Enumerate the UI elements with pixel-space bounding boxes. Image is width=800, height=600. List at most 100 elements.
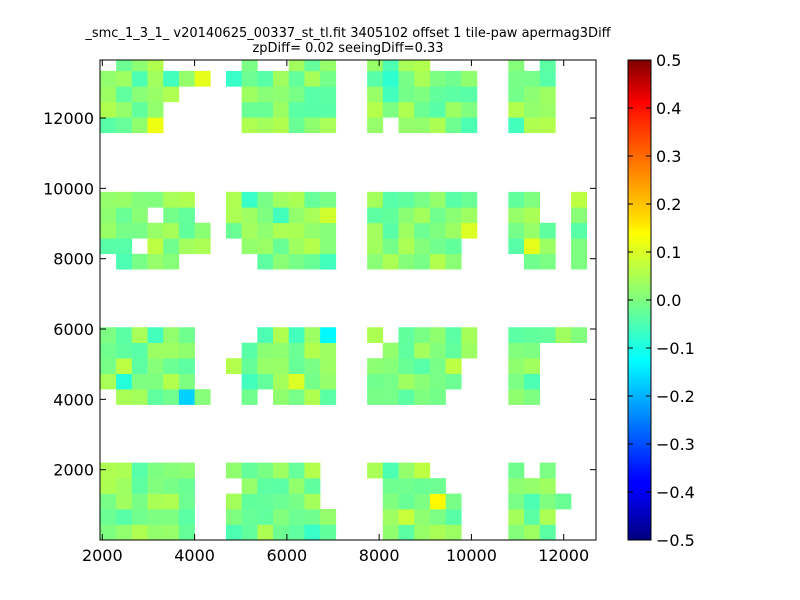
heatmap-cell (147, 509, 164, 525)
heatmap-cell (241, 462, 258, 479)
heatmap-cell (257, 86, 274, 103)
heatmap-cell (241, 70, 258, 87)
heatmap-cell (163, 327, 180, 344)
heatmap-cell (304, 462, 321, 479)
heatmap-cell (288, 524, 305, 541)
x-axis: 2000 4000 6000 8000 10000 12000 (82, 60, 589, 565)
heatmap-cell (304, 238, 321, 255)
heatmap-cell (273, 509, 290, 525)
heatmap-cell (367, 327, 384, 344)
heatmap-cell (414, 373, 431, 390)
colorbar-tick-label: 0.0 (656, 291, 681, 310)
heatmap-cell (445, 509, 462, 525)
heatmap-cell (178, 509, 195, 525)
heatmap-cell (539, 70, 556, 87)
heatmap-cell (304, 478, 321, 494)
heatmap-cell (288, 478, 305, 494)
heatmap-cell (147, 358, 164, 374)
heatmap-cell (539, 327, 556, 344)
heatmap-cell (382, 478, 399, 494)
heatmap-cell (131, 70, 148, 87)
heatmap-cell (147, 524, 164, 541)
heatmap-cell (382, 389, 399, 405)
heatmap-cell (116, 101, 133, 118)
heatmap-cell (524, 253, 541, 270)
heatmap-cell (508, 70, 525, 87)
heatmap-cell (147, 238, 164, 255)
heatmap-cell (257, 222, 274, 239)
heatmap-cell (147, 253, 164, 270)
heatmap-cell (288, 509, 305, 525)
heatmap-cell (429, 478, 446, 494)
heatmap-cell (398, 70, 415, 87)
heatmap-cell (508, 191, 525, 208)
heatmap-cell (288, 207, 305, 224)
heatmap-cell (288, 373, 305, 390)
heatmap-cell (461, 207, 478, 224)
heatmap-cell (131, 342, 148, 359)
heatmap-cell (461, 101, 478, 118)
heatmap-cell (225, 462, 242, 479)
heatmap-cell (414, 358, 431, 374)
heatmap-cell (100, 238, 117, 255)
heatmap-cell (178, 327, 195, 344)
heatmap-cell (273, 358, 290, 374)
heatmap-cell (163, 373, 180, 390)
x-tick-label: 6000 (267, 546, 308, 565)
heatmap-cell (131, 101, 148, 118)
heatmap-cell (429, 389, 446, 405)
heatmap-cell (429, 509, 446, 525)
heatmap-cell (304, 524, 321, 541)
heatmap-cell (508, 373, 525, 390)
heatmap-cell (178, 478, 195, 494)
heatmap-cell (445, 358, 462, 374)
heatmap-cell (131, 60, 148, 72)
heatmap-cell (524, 524, 541, 541)
heatmap-cell (131, 327, 148, 344)
heatmap-cell (131, 86, 148, 103)
heatmap-cell (382, 524, 399, 541)
heatmap-cell (508, 101, 525, 118)
heatmap-cell (398, 101, 415, 118)
heatmap-cell (382, 509, 399, 525)
heatmap-cell (320, 327, 337, 344)
heatmap-cell (524, 86, 541, 103)
heatmap-cell (273, 373, 290, 390)
heatmap-cell (241, 342, 258, 359)
heatmap-cell (257, 524, 274, 541)
heatmap-cell (445, 524, 462, 541)
heatmap-cell (367, 70, 384, 87)
heatmap-cell (257, 70, 274, 87)
heatmap-cell (131, 524, 148, 541)
heatmap-cell (508, 524, 525, 541)
heatmap-cell (382, 342, 399, 359)
heatmap-cell (414, 478, 431, 494)
colorbar-tick-label: −0.1 (656, 339, 695, 358)
heatmap-cell (320, 191, 337, 208)
heatmap-cell (241, 389, 258, 405)
heatmap-cell (273, 86, 290, 103)
heatmap-cell (539, 222, 556, 239)
heatmap-cell (508, 86, 525, 103)
heatmap-cell (100, 358, 117, 374)
heatmap-cell (414, 117, 431, 134)
heatmap-cell (163, 86, 180, 103)
heatmap-cell (461, 342, 478, 359)
heatmap-cell (257, 373, 274, 390)
heatmap-cell (429, 253, 446, 270)
heatmap-cell (429, 493, 446, 510)
heatmap-cell (524, 117, 541, 134)
x-tick-label: 8000 (359, 546, 400, 565)
heatmap-cell (273, 101, 290, 118)
heatmap-cell (304, 389, 321, 405)
heatmap-cell (225, 358, 242, 374)
heatmap-cell (524, 191, 541, 208)
heatmap-cell (116, 60, 133, 72)
heatmap-cell (304, 358, 321, 374)
heatmap-cell (273, 207, 290, 224)
heatmap-cell (288, 86, 305, 103)
heatmap-cell (539, 101, 556, 118)
heatmap-cell (178, 373, 195, 390)
heatmap-cell (429, 373, 446, 390)
heatmap-cell (461, 86, 478, 103)
